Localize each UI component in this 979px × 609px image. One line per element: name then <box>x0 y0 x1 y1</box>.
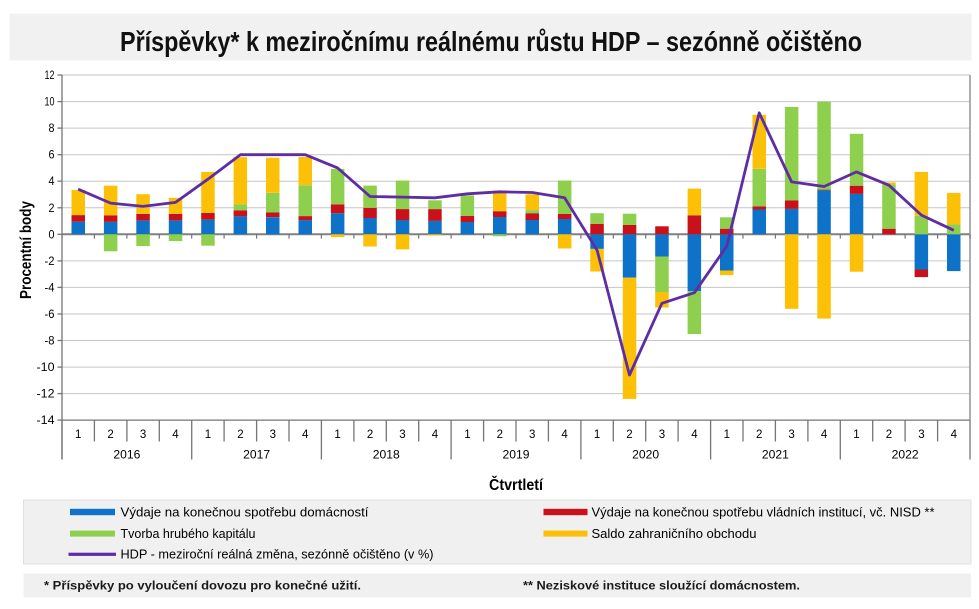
svg-text:1: 1 <box>594 429 600 441</box>
svg-text:8: 8 <box>49 123 55 135</box>
svg-text:Příspěvky* k meziročnímu reáln: Příspěvky* k meziročnímu reálnému růstu … <box>120 26 862 57</box>
svg-text:1: 1 <box>853 429 859 441</box>
svg-text:-2: -2 <box>45 256 55 268</box>
svg-text:Čtvrtletí: Čtvrtletí <box>489 475 543 494</box>
svg-text:2017: 2017 <box>243 448 270 462</box>
svg-text:2: 2 <box>107 429 113 441</box>
svg-text:2016: 2016 <box>113 448 140 462</box>
svg-text:Výdaje na konečnou spotřebu vl: Výdaje na konečnou spotřebu vládních ins… <box>592 504 935 519</box>
svg-text:1: 1 <box>724 429 730 441</box>
svg-text:2022: 2022 <box>892 448 919 462</box>
svg-text:1: 1 <box>334 429 340 441</box>
svg-text:3: 3 <box>659 429 665 441</box>
svg-text:4: 4 <box>49 176 56 188</box>
svg-text:** Neziskové instituce sloužíc: ** Neziskové instituce sloužící domácnos… <box>523 579 800 593</box>
svg-text:3: 3 <box>270 429 276 441</box>
svg-text:3: 3 <box>788 429 794 441</box>
svg-text:-14: -14 <box>37 415 56 427</box>
svg-text:1: 1 <box>464 429 470 441</box>
svg-text:4: 4 <box>432 429 439 441</box>
svg-text:2: 2 <box>886 429 892 441</box>
svg-text:Saldo zahraničního obchodu: Saldo zahraničního obchodu <box>592 526 757 541</box>
svg-text:-12: -12 <box>37 389 55 401</box>
svg-text:4: 4 <box>561 429 568 441</box>
svg-text:2: 2 <box>497 429 503 441</box>
svg-text:4: 4 <box>691 429 698 441</box>
svg-text:4: 4 <box>951 429 958 441</box>
svg-text:10: 10 <box>45 97 55 109</box>
svg-text:3: 3 <box>918 429 924 441</box>
svg-text:3: 3 <box>529 429 535 441</box>
svg-text:2021: 2021 <box>762 448 789 462</box>
svg-text:-6: -6 <box>45 309 55 321</box>
svg-text:-10: -10 <box>37 362 55 374</box>
svg-text:Výdaje na konečnou spotřebu do: Výdaje na konečnou spotřebu domácností <box>121 504 369 519</box>
svg-text:2020: 2020 <box>632 448 659 462</box>
svg-text:2: 2 <box>237 429 243 441</box>
svg-text:HDP - meziroční reálná změna,: HDP - meziroční reálná změna, sezónně oč… <box>121 547 434 562</box>
svg-text:-4: -4 <box>45 282 56 294</box>
svg-text:4: 4 <box>172 429 179 441</box>
svg-text:Tvorba hrubého kapitálu: Tvorba hrubého kapitálu <box>121 526 256 541</box>
svg-text:2: 2 <box>626 429 632 441</box>
svg-text:Procentní body: Procentní body <box>18 201 35 299</box>
svg-text:0: 0 <box>49 229 55 241</box>
svg-text:3: 3 <box>140 429 146 441</box>
svg-text:2: 2 <box>756 429 762 441</box>
svg-text:4: 4 <box>302 429 309 441</box>
svg-text:12: 12 <box>45 70 55 82</box>
svg-text:2019: 2019 <box>503 448 530 462</box>
svg-text:4: 4 <box>821 429 828 441</box>
svg-text:2: 2 <box>49 203 55 215</box>
svg-text:3: 3 <box>399 429 405 441</box>
svg-text:-8: -8 <box>45 336 55 348</box>
svg-text:6: 6 <box>49 150 55 162</box>
svg-text:* Příspěvky po vyloučení dovoz: * Příspěvky po vyloučení dovozu pro kone… <box>44 579 361 593</box>
svg-text:2018: 2018 <box>373 448 400 462</box>
svg-text:1: 1 <box>205 429 211 441</box>
svg-text:2: 2 <box>367 429 373 441</box>
svg-text:1: 1 <box>75 429 81 441</box>
